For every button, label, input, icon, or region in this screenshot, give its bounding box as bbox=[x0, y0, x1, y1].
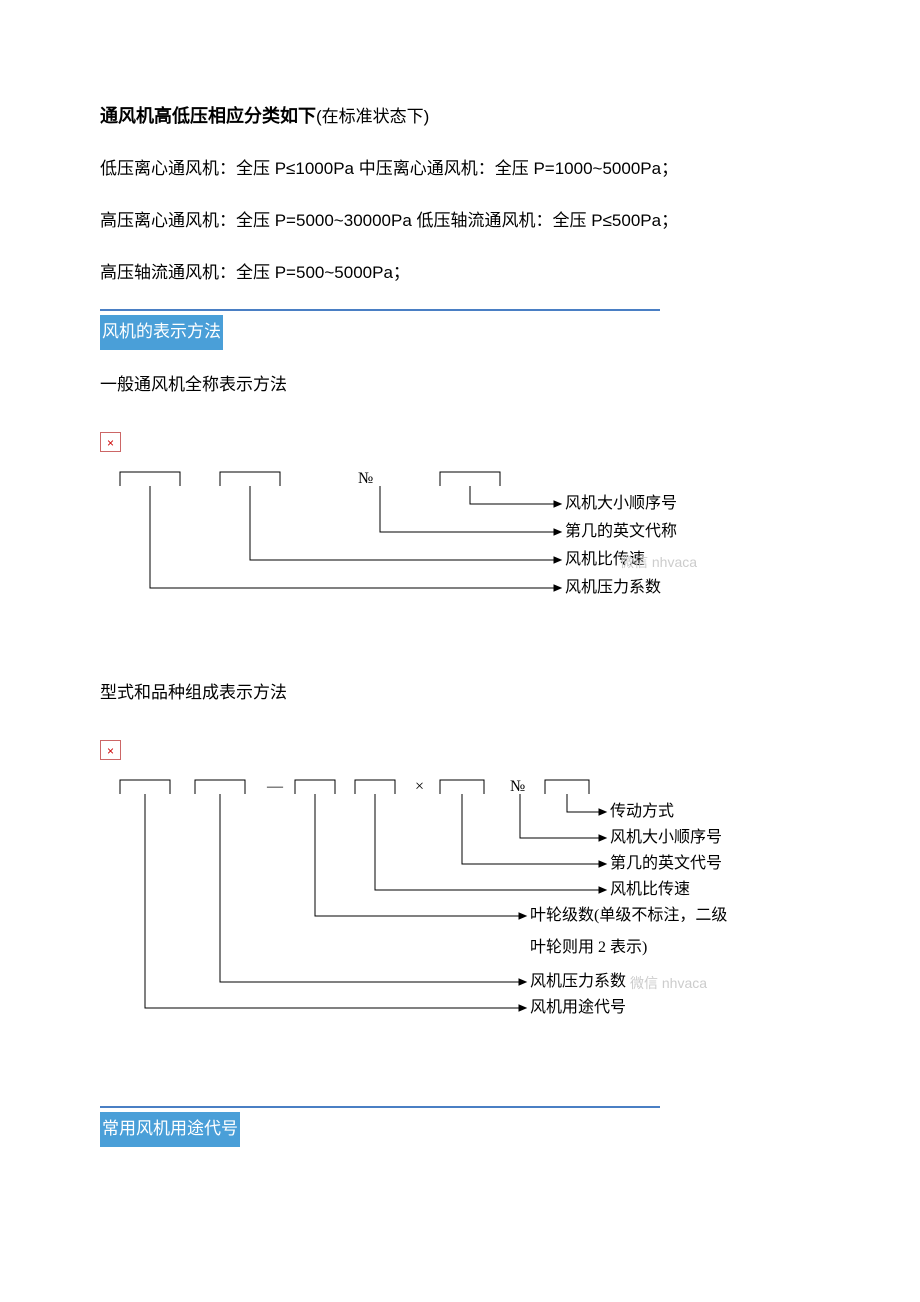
heading-paren: (在标准状态下) bbox=[316, 107, 429, 126]
section-1-sub-1: 一般通风机全称表示方法 bbox=[100, 370, 820, 401]
svg-text:—: — bbox=[266, 778, 284, 795]
diagram-1-svg: №风机大小顺序号第几的英文代称风机比传速风机压力系数微信 nhvaca bbox=[100, 468, 740, 628]
heading-bold: 通风机高低压相应分类如下 bbox=[100, 106, 316, 126]
diagram-1-naming: №风机大小顺序号第几的英文代称风机比传速风机压力系数微信 nhvaca bbox=[100, 468, 820, 638]
diagram-2-naming: — × № 传动方式风机大小顺序号第几的英文代号风机比传速叶轮级数(单级不标注，二级叶… bbox=[100, 776, 820, 1066]
svg-text:叶轮级数(单级不标注，二级: 叶轮级数(单级不标注，二级 bbox=[530, 906, 727, 924]
svg-text:微信 nhvaca: 微信 nhvaca bbox=[630, 975, 707, 991]
svg-text:风机大小顺序号: 风机大小顺序号 bbox=[565, 494, 677, 512]
svg-text:风机压力系数: 风机压力系数 bbox=[565, 578, 661, 596]
divider-1 bbox=[100, 309, 660, 311]
section-2-label: 常用风机用途代号 bbox=[100, 1112, 240, 1147]
section-1-label: 风机的表示方法 bbox=[100, 315, 223, 350]
doc-heading: 通风机高低压相应分类如下(在标准状态下) bbox=[100, 100, 820, 133]
section-1-sub-2: 型式和品种组成表示方法 bbox=[100, 678, 820, 709]
broken-image-icon-2: × bbox=[100, 740, 121, 760]
broken-image-icon: × bbox=[100, 432, 121, 452]
svg-text:风机压力系数: 风机压力系数 bbox=[530, 972, 626, 990]
svg-text:×: × bbox=[415, 778, 424, 795]
svg-text:叶轮则用 2 表示): 叶轮则用 2 表示) bbox=[530, 938, 647, 956]
svg-text:微信 nhvaca: 微信 nhvaca bbox=[620, 554, 697, 570]
svg-text:第几的英文代称: 第几的英文代称 bbox=[565, 522, 677, 540]
paragraph-3: 高压轴流通风机：全压 P=500~5000Pa； bbox=[100, 257, 820, 289]
svg-text:传动方式: 传动方式 bbox=[610, 802, 674, 820]
svg-text:风机大小顺序号: 风机大小顺序号 bbox=[610, 828, 722, 846]
svg-text:第几的英文代号: 第几的英文代号 bbox=[610, 854, 722, 872]
svg-text:№: № bbox=[510, 778, 525, 795]
paragraph-1: 低压离心通风机：全压 P≤1000Pa 中压离心通风机：全压 P=1000~50… bbox=[100, 153, 820, 185]
svg-text:№: № bbox=[358, 470, 373, 487]
svg-text:风机用途代号: 风机用途代号 bbox=[530, 998, 626, 1016]
divider-2 bbox=[100, 1106, 660, 1108]
diagram-2-svg: — × № 传动方式风机大小顺序号第几的英文代号风机比传速叶轮级数(单级不标注，二级叶… bbox=[100, 776, 740, 1056]
paragraph-2: 高压离心通风机：全压 P=5000~30000Pa 低压轴流通风机：全压 P≤5… bbox=[100, 205, 820, 237]
svg-text:风机比传速: 风机比传速 bbox=[610, 880, 690, 898]
